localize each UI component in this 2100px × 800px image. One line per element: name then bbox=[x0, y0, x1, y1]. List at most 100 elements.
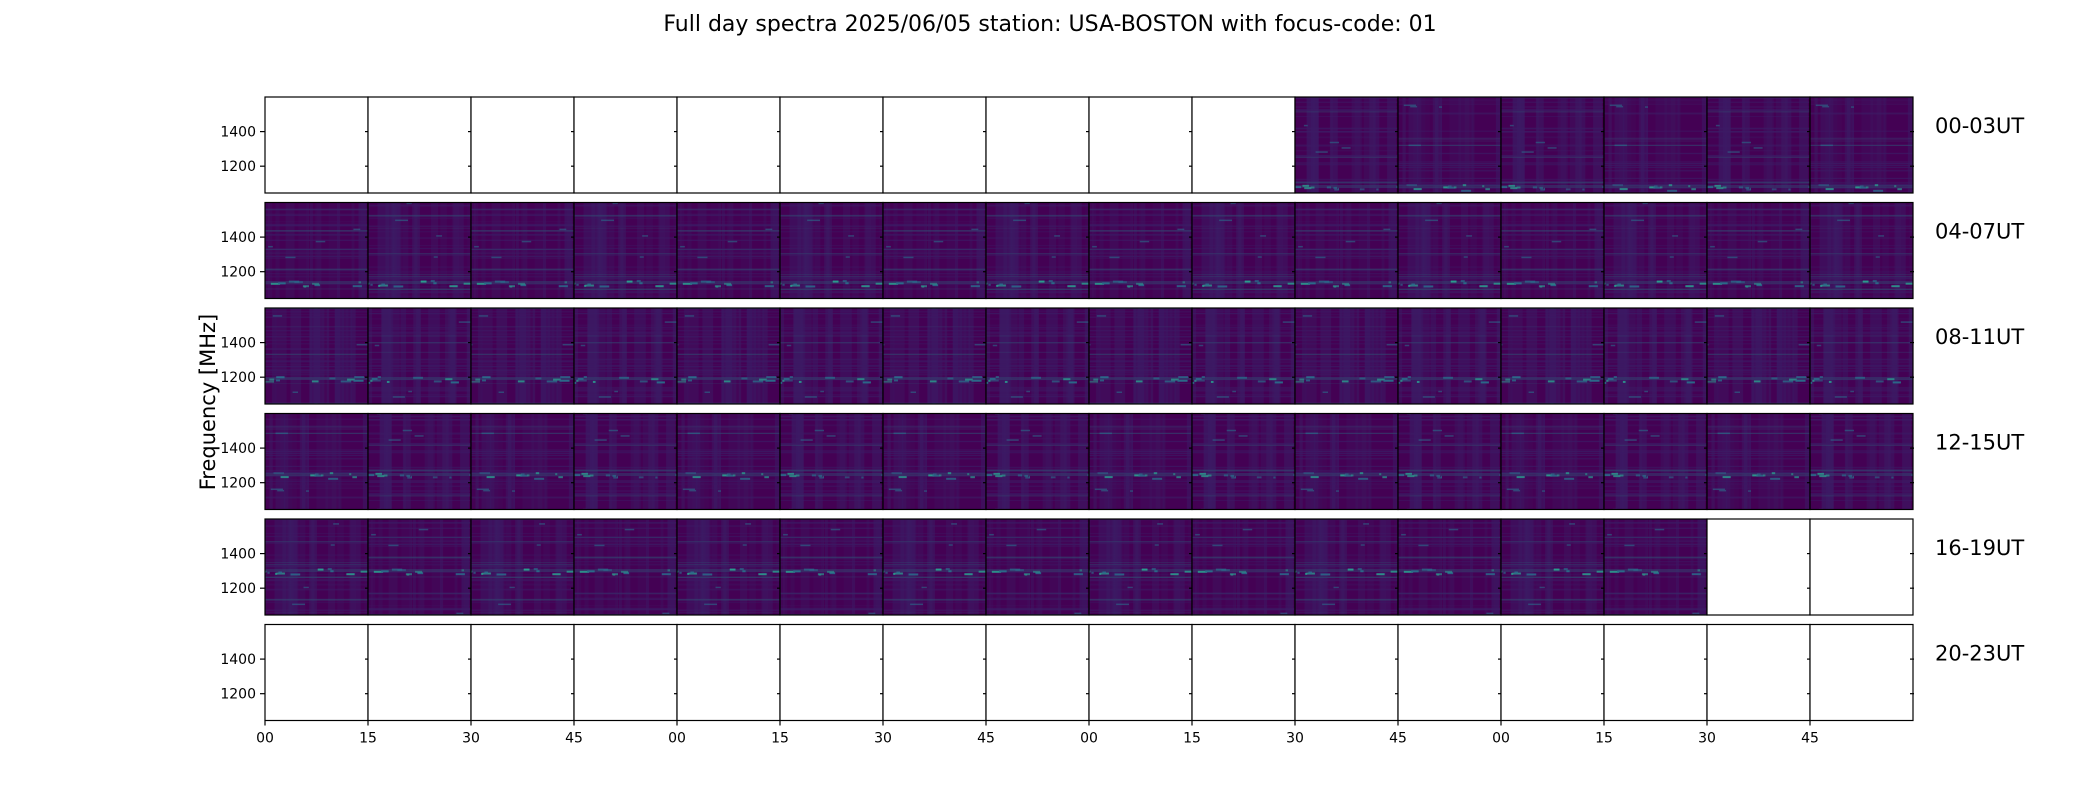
empty-cell bbox=[1192, 97, 1295, 193]
spectrum-cell bbox=[368, 519, 471, 615]
spectrum-cell bbox=[368, 308, 471, 404]
spectrum-cell bbox=[1089, 202, 1192, 299]
spectrum-cell bbox=[1192, 519, 1295, 615]
empty-cell bbox=[986, 97, 1089, 193]
y-tick-label: 1400 bbox=[220, 125, 256, 141]
panel-frame bbox=[1809, 623, 1914, 722]
empty-cell bbox=[986, 624, 1089, 721]
y-tick-label: 1200 bbox=[220, 265, 256, 281]
spectrum-cell bbox=[1810, 413, 1913, 510]
empty-cell bbox=[1707, 624, 1810, 721]
spectrum-cell bbox=[883, 308, 986, 404]
row-time-label: 12-15UT bbox=[1935, 431, 2024, 455]
spectrum-cell bbox=[1501, 519, 1604, 615]
spectrum-cell bbox=[1295, 308, 1398, 404]
spectrum-cell bbox=[1604, 413, 1707, 510]
spectrum-cell bbox=[1398, 202, 1501, 299]
spectrum-cell bbox=[1089, 413, 1192, 510]
spectrum-cell bbox=[1501, 308, 1604, 404]
spectrum-cell bbox=[1192, 202, 1295, 299]
spectrum-cell bbox=[1810, 308, 1913, 404]
x-tick-label: 15 bbox=[1595, 731, 1613, 747]
y-tick-label: 1400 bbox=[220, 441, 256, 457]
row-time-label: 20-23UT bbox=[1935, 642, 2024, 666]
spectrum-cell bbox=[471, 413, 574, 510]
panel-frame bbox=[1809, 96, 1914, 194]
x-tick-label: 45 bbox=[977, 731, 995, 747]
chart-title: Full day spectra 2025/06/05 station: USA… bbox=[663, 12, 1437, 37]
empty-cell bbox=[677, 624, 780, 721]
empty-cell bbox=[780, 624, 883, 721]
empty-cell bbox=[883, 97, 986, 193]
empty-cell bbox=[368, 624, 471, 721]
spectrum-cell bbox=[265, 519, 368, 615]
spectrum-cell bbox=[471, 308, 574, 404]
empty-cell bbox=[265, 624, 368, 721]
empty-cell bbox=[1604, 624, 1707, 721]
spectrum-cell bbox=[1810, 202, 1913, 299]
spectrum-cell bbox=[677, 519, 780, 615]
spectrum-cell bbox=[471, 202, 574, 299]
spectrum-cell bbox=[574, 413, 677, 510]
x-tick-label: 00 bbox=[256, 731, 274, 747]
empty-cell bbox=[574, 624, 677, 721]
spectrum-cell bbox=[677, 413, 780, 510]
spectrum-cell bbox=[1707, 308, 1810, 404]
empty-cell bbox=[471, 624, 574, 721]
x-tick-label: 00 bbox=[668, 731, 686, 747]
spectrum-cell bbox=[574, 202, 677, 299]
x-tick-label: 45 bbox=[565, 731, 583, 747]
spectrum-cell bbox=[1810, 97, 1913, 193]
y-tick-label: 1200 bbox=[220, 476, 256, 492]
spectrum-cell bbox=[1398, 413, 1501, 510]
spectrum-cell bbox=[574, 519, 677, 615]
spectrum-cell bbox=[368, 202, 471, 299]
empty-cell bbox=[1707, 519, 1810, 615]
spectrum-cell bbox=[1707, 202, 1810, 299]
spectrum-cell bbox=[1604, 202, 1707, 299]
empty-cell bbox=[574, 97, 677, 193]
x-tick-label: 15 bbox=[359, 731, 377, 747]
spectrum-cell bbox=[1604, 519, 1707, 615]
spectrum-cell bbox=[883, 413, 986, 510]
spectrum-cell bbox=[1089, 519, 1192, 615]
spectrum-cell bbox=[780, 413, 883, 510]
empty-cell bbox=[677, 97, 780, 193]
row-time-label: 04-07UT bbox=[1935, 220, 2024, 244]
x-tick-label: 30 bbox=[1698, 731, 1716, 747]
y-tick-label: 1200 bbox=[220, 687, 256, 703]
spectrum-cell bbox=[1089, 308, 1192, 404]
spectrum-cell bbox=[1501, 202, 1604, 299]
y-tick-label: 1400 bbox=[220, 652, 256, 668]
spectrum-cell bbox=[1295, 97, 1398, 193]
spectrum-cell bbox=[265, 413, 368, 510]
spectrum-cell bbox=[986, 308, 1089, 404]
x-tick-label: 00 bbox=[1492, 731, 1510, 747]
spectrum-cell bbox=[780, 202, 883, 299]
x-tick-label: 15 bbox=[1183, 731, 1201, 747]
spectrum-cell bbox=[368, 413, 471, 510]
spectrum-cell bbox=[677, 308, 780, 404]
x-tick-label: 30 bbox=[1286, 731, 1304, 747]
empty-cell bbox=[1810, 519, 1913, 615]
spectrum-cell bbox=[883, 202, 986, 299]
x-tick-label: 30 bbox=[462, 731, 480, 747]
empty-cell bbox=[1295, 624, 1398, 721]
empty-cell bbox=[1398, 624, 1501, 721]
empty-cell bbox=[368, 97, 471, 193]
row-time-label: 00-03UT bbox=[1935, 114, 2024, 138]
spectrum-cell bbox=[883, 519, 986, 615]
spectrum-cell bbox=[1192, 308, 1295, 404]
empty-cell bbox=[1501, 624, 1604, 721]
spectrum-cell bbox=[677, 202, 780, 299]
x-tick-label: 45 bbox=[1389, 731, 1407, 747]
empty-cell bbox=[265, 97, 368, 193]
x-tick-label: 45 bbox=[1801, 731, 1819, 747]
spectrum-cell bbox=[1295, 202, 1398, 299]
spectrum-cell bbox=[471, 519, 574, 615]
empty-cell bbox=[1089, 97, 1192, 193]
spectrum-cell bbox=[1707, 97, 1810, 193]
y-tick-label: 1200 bbox=[220, 370, 256, 386]
y-tick-label: 1400 bbox=[220, 547, 256, 563]
spectrum-cell bbox=[1398, 519, 1501, 615]
